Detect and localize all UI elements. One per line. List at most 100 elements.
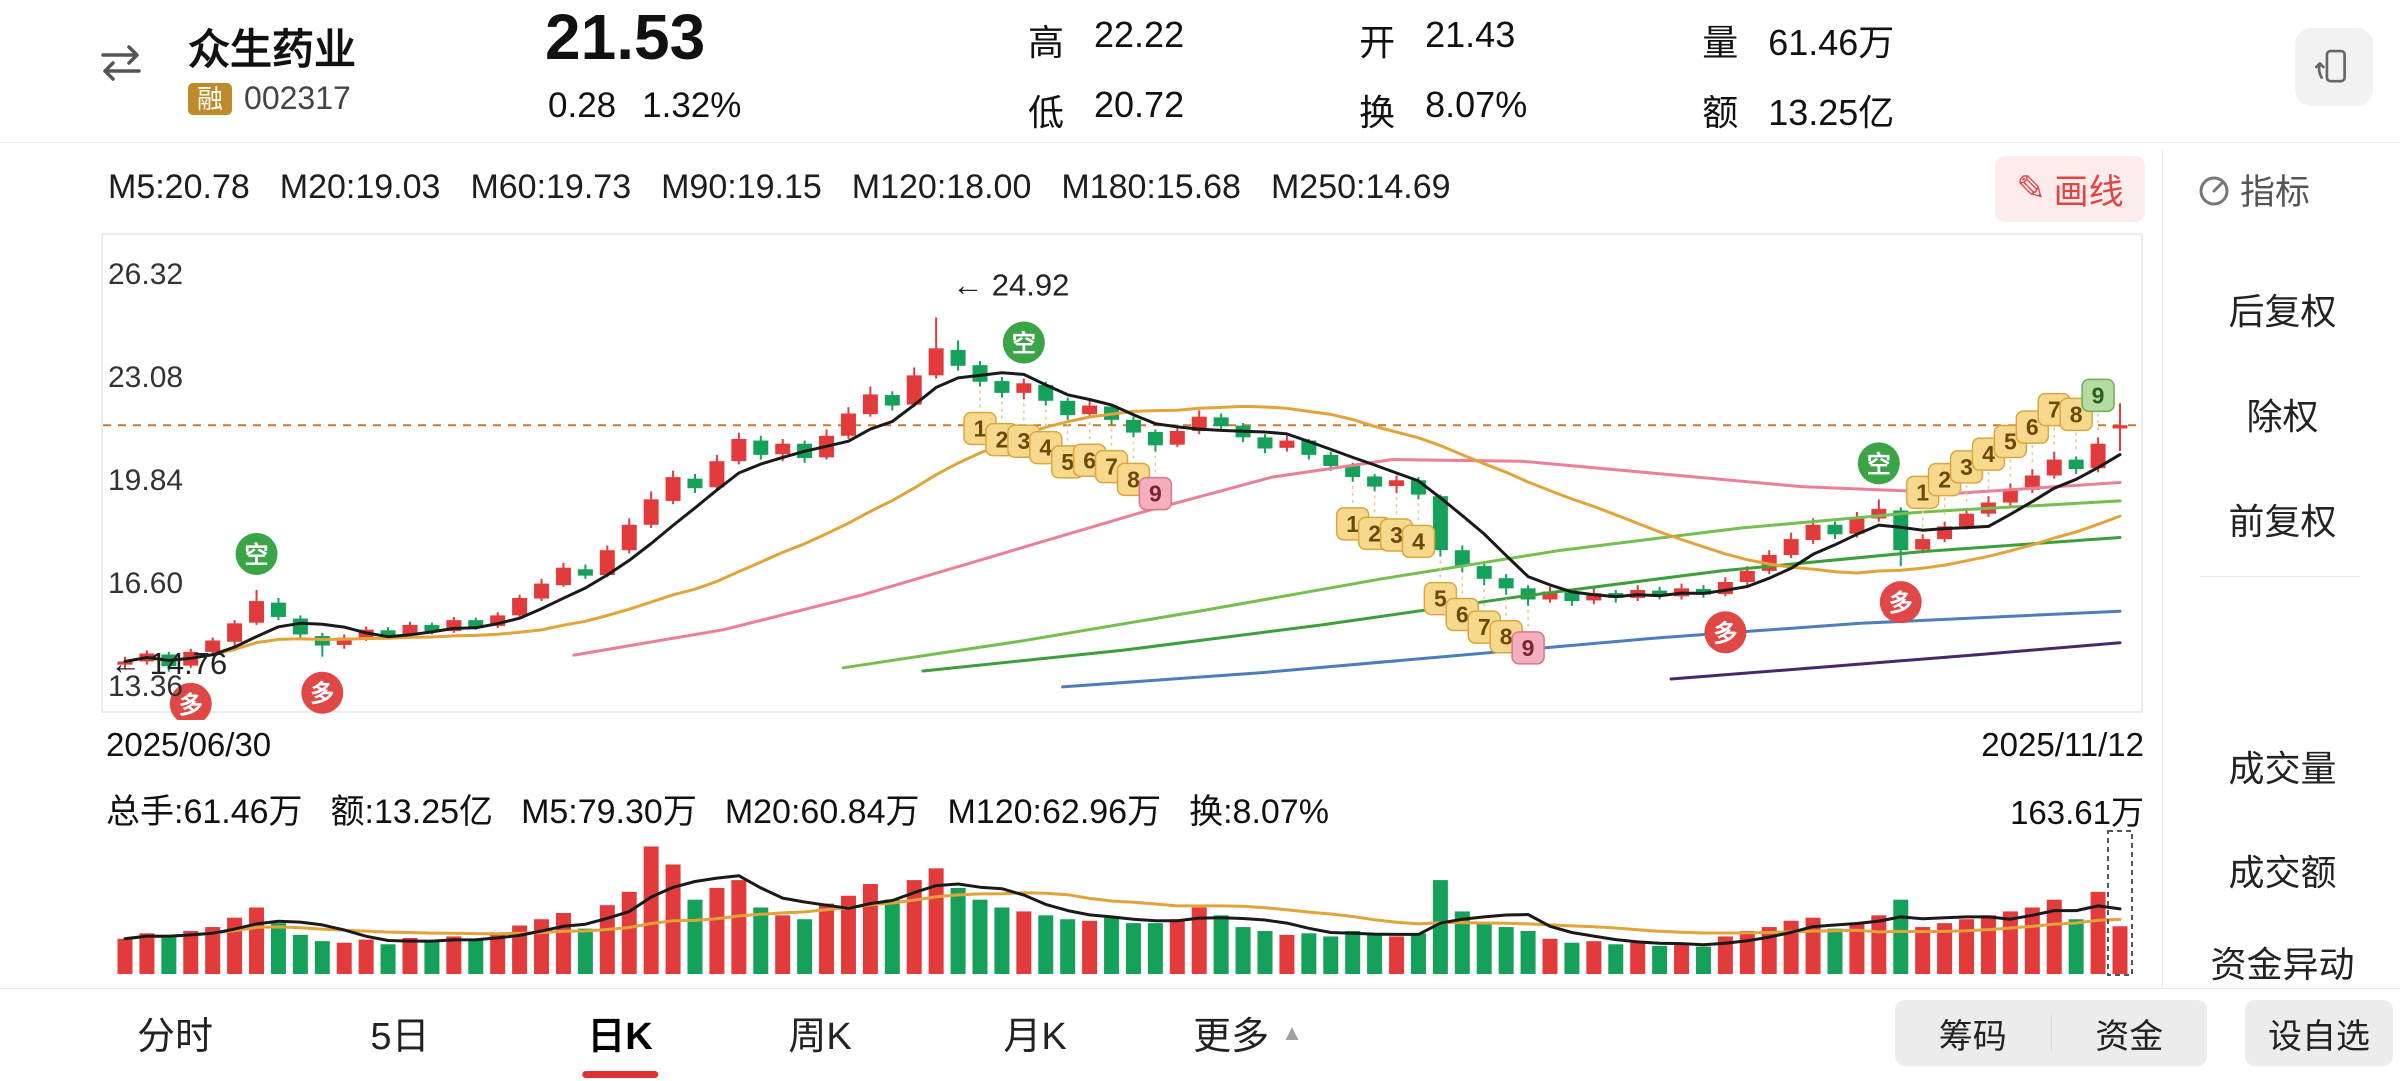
tab-weekly-k-label: 周K <box>788 1016 852 1058</box>
ma-value-label: M120:18.00 <box>851 168 1032 206</box>
stat-high-value: 22.22 <box>1094 14 1185 55</box>
change-value: 0.28 <box>548 86 617 125</box>
stat-amount-label: 额 <box>1702 92 1739 133</box>
volume-stats-row: 总手:61.46万 额:13.25亿 M5:79.30万 M20:60.84万 M120… <box>106 784 1329 833</box>
active-tab-underline <box>581 1071 658 1078</box>
svg-text:3: 3 <box>1390 522 1403 548</box>
chart-start-date: 2025/06/30 <box>106 726 272 763</box>
stat-volume-value: 61.46万 <box>1768 22 1895 63</box>
stat-amount-value: 13.25亿 <box>1768 92 1895 133</box>
svg-text:6: 6 <box>1456 601 1469 627</box>
svg-text:8: 8 <box>2070 401 2083 427</box>
svg-text:空: 空 <box>245 541 269 569</box>
svg-text:5: 5 <box>1434 586 1447 612</box>
svg-text:19.84: 19.84 <box>108 464 183 497</box>
svg-text:9: 9 <box>1149 481 1162 507</box>
chart-end-date: 2025/11/12 <box>1981 726 2144 763</box>
ma-value-label: M180:15.68 <box>1061 168 1241 206</box>
gauge-icon <box>2199 176 2229 205</box>
sidebar-item-volume[interactable]: 成交量 <box>2228 748 2337 789</box>
sidebar-item-ex-rights[interactable]: 除权 <box>2246 396 2319 437</box>
svg-text:4: 4 <box>1039 435 1052 461</box>
svg-text:23.08: 23.08 <box>108 361 183 394</box>
tab-5day[interactable]: 5日 <box>370 1005 429 1060</box>
svg-text:6: 6 <box>2026 414 2039 440</box>
sidebar-item-turnover[interactable]: 成交额 <box>2228 852 2337 893</box>
svg-text:多: 多 <box>1889 590 1913 617</box>
price-change: 0.28 1.32% <box>548 86 741 126</box>
svg-text:2: 2 <box>996 427 1009 453</box>
long-short-markers: 多 空多 空多 空多 <box>169 321 1922 720</box>
rotate-screen-button[interactable] <box>2295 28 2373 106</box>
tab-monthly-k-label: 月K <box>1003 1016 1067 1058</box>
ma-value-label: M20:19.03 <box>279 168 441 206</box>
stat-low: 低 20.72 <box>1028 84 1184 136</box>
svg-text:4: 4 <box>1982 441 1995 467</box>
sidebar-item-backward-adjusted[interactable]: 后复权 <box>2228 291 2337 332</box>
svg-text:9: 9 <box>1522 635 1535 661</box>
svg-text:2: 2 <box>1368 520 1381 546</box>
header-divider <box>0 142 2400 143</box>
plot-border <box>101 233 2143 713</box>
tab-monthly-k[interactable]: 月K <box>1003 1005 1066 1060</box>
volume-max-label: 163.61万 <box>2010 794 2144 831</box>
tab-minute[interactable]: 分时 <box>137 1005 213 1060</box>
volume-stat-label: M20:60.84万 <box>724 793 920 831</box>
svg-text:7: 7 <box>2048 397 2061 423</box>
stat-amount: 额 13.25亿 <box>1702 84 1894 136</box>
volume-stat-label: M5:79.30万 <box>521 793 697 831</box>
svg-text:3: 3 <box>1960 454 1973 480</box>
y-axis-labels: 26.32 23.08 19.84 16.60 13.36 <box>108 258 183 703</box>
candles <box>117 317 2128 672</box>
price-annotations: ← 24.92 ← 14.76 <box>110 268 1069 681</box>
chips-button[interactable]: 筹码 <box>1938 1017 2007 1056</box>
svg-text:8: 8 <box>1127 466 1140 492</box>
tab-more[interactable]: 更多 ▲ <box>1193 1005 1303 1060</box>
stat-low-label: 低 <box>1028 92 1065 133</box>
svg-text:13.36: 13.36 <box>108 670 183 703</box>
ma-value-label: M90:19.15 <box>661 168 822 206</box>
stat-open-value: 21.43 <box>1425 14 1516 55</box>
svg-text:8: 8 <box>1500 624 1513 650</box>
svg-text:5: 5 <box>1061 449 1074 475</box>
draw-line-label: 画线 <box>2053 172 2124 212</box>
svg-text:多: 多 <box>179 692 203 719</box>
tab-daily-k[interactable]: 日K <box>581 1005 658 1078</box>
stat-open-label: 开 <box>1359 22 1396 63</box>
sidebar-item-fund-flow[interactable]: 资金异动 <box>2210 944 2355 985</box>
tab-daily-k-label: 日K <box>587 1016 653 1058</box>
change-percent: 1.32% <box>642 86 742 125</box>
svg-text:3: 3 <box>1017 428 1030 454</box>
more-caret-icon: ▲ <box>1281 1019 1303 1045</box>
indicator-button[interactable]: 指标 <box>2196 164 2310 215</box>
chips-funds-group: 筹码 资金 <box>1895 1000 2207 1066</box>
svg-text:7: 7 <box>1478 614 1491 640</box>
funds-button[interactable]: 资金 <box>2095 1017 2164 1056</box>
stock-switch-icon[interactable] <box>95 38 147 90</box>
volume-chart[interactable] <box>100 828 2145 980</box>
margin-trading-badge: 融 <box>188 82 233 115</box>
pencil-icon: ✎ <box>2016 169 2046 208</box>
svg-text:多: 多 <box>310 681 334 708</box>
ma-value-label: M60:19.73 <box>470 168 632 206</box>
svg-text:空: 空 <box>1012 330 1036 358</box>
draw-line-button[interactable]: ✎ 画线 <box>1995 156 2145 222</box>
sidebar-vertical-divider <box>2162 150 2163 988</box>
volume-bars <box>117 846 2128 974</box>
svg-text:16.60: 16.60 <box>108 567 183 600</box>
tab-weekly-k[interactable]: 周K <box>788 1005 851 1060</box>
stock-meta: 融 002317 <box>188 80 351 117</box>
indicator-label: 指标 <box>2240 173 2311 212</box>
sidebar-item-forward-adjusted[interactable]: 前复权 <box>2228 501 2337 542</box>
current-price: 21.53 <box>545 1 706 73</box>
svg-text:5: 5 <box>2004 428 2017 454</box>
stat-open: 开 21.43 <box>1359 14 1527 66</box>
stock-name: 众生药业 <box>188 26 357 73</box>
current-bar-selection <box>2107 830 2133 976</box>
ma-lines <box>123 371 2122 689</box>
add-watchlist-button[interactable]: 设自选 <box>2245 1000 2393 1066</box>
stat-high-label: 高 <box>1028 22 1065 63</box>
svg-text:多: 多 <box>1713 620 1737 647</box>
